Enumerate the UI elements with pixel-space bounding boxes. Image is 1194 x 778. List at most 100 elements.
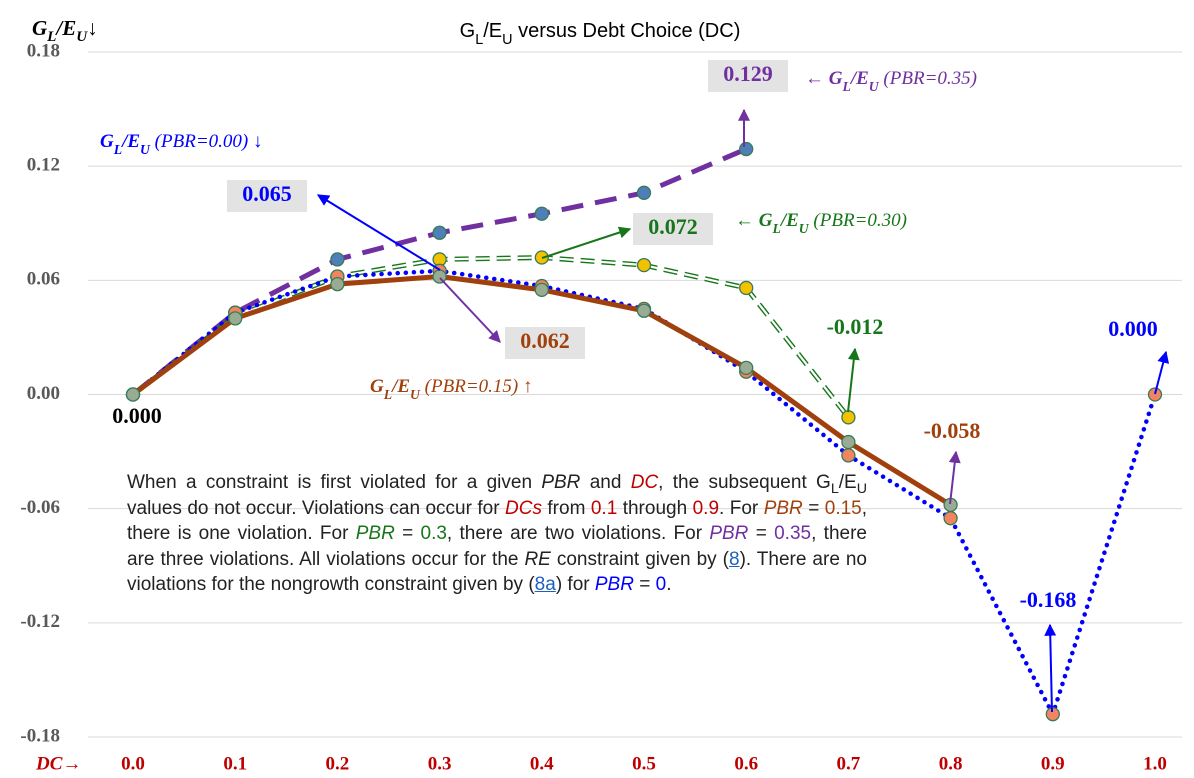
annotation: -0.168 xyxy=(1020,587,1077,612)
annotation-arrow xyxy=(948,450,961,505)
note-text: , there are three violations. All violat… xyxy=(127,523,867,570)
data-point xyxy=(636,185,652,200)
note-text: . xyxy=(666,574,672,595)
annotation: 0.062 xyxy=(520,328,570,353)
x-tick-label: 0.0 xyxy=(121,753,145,774)
data-point xyxy=(1147,387,1163,402)
note-text: = xyxy=(633,574,656,595)
x-tick-label: 0.5 xyxy=(632,753,656,774)
x-tick-label: 0.1 xyxy=(223,753,247,774)
annotation-box xyxy=(227,180,307,212)
annotation-arrow xyxy=(847,347,860,413)
note-text: PBR xyxy=(541,472,581,493)
y-tick-label: -0.06 xyxy=(20,497,60,518)
x-tick-label: 0.2 xyxy=(326,753,350,774)
y-tick-label: 0.18 xyxy=(27,40,60,61)
y-tick-label: 0.00 xyxy=(27,383,60,404)
note-text: = xyxy=(748,523,775,544)
series-label: ← GL/EU (PBR=0.30) xyxy=(735,210,907,235)
series-label: GL/EU (PBR=0.15) ↑ xyxy=(370,376,532,401)
note-text: 0 xyxy=(655,574,667,595)
x-tick-label: 0.8 xyxy=(939,753,963,774)
note-text: ) for xyxy=(555,574,595,595)
data-point xyxy=(943,511,958,526)
series-line-inner xyxy=(132,256,850,419)
data-point xyxy=(228,311,243,326)
series-label: ← GL/EU (PBR=0.35) xyxy=(805,68,977,93)
y-axis-label: GL/EU↓ xyxy=(32,16,98,46)
note-text: RE xyxy=(524,548,551,570)
annotation-box xyxy=(633,213,713,245)
data-point xyxy=(841,434,856,450)
annotation-arrow xyxy=(1154,350,1170,395)
annotation-arrow xyxy=(316,194,441,271)
data-point xyxy=(534,282,549,297)
note-text: . For xyxy=(719,497,764,519)
note-text: PBR xyxy=(355,523,395,544)
note-text: 0.35 xyxy=(774,523,812,544)
note-text: PBR xyxy=(709,523,749,544)
y-tick-label: 0.06 xyxy=(27,269,60,290)
note: When a constraint is first violated for … xyxy=(127,470,867,598)
data-point xyxy=(432,225,447,240)
x-tick-label: 0.9 xyxy=(1041,753,1065,774)
data-point xyxy=(534,250,549,265)
note-text: constraint given by ( xyxy=(550,548,729,570)
annotation-arrow xyxy=(541,226,632,259)
note-text: = xyxy=(394,523,421,544)
data-point xyxy=(841,448,856,463)
data-point xyxy=(125,387,141,402)
data-point xyxy=(330,276,345,292)
x-axis-label: DC→ xyxy=(35,753,81,774)
note-text: When a constraint is first violated for … xyxy=(127,472,542,493)
note-text: DC xyxy=(630,472,659,493)
note-text: and xyxy=(580,472,631,493)
note-text: through xyxy=(617,497,693,519)
note-text: from xyxy=(541,497,591,519)
x-tick-label: 0.7 xyxy=(837,753,861,774)
x-tick-label: 0.6 xyxy=(734,753,758,774)
data-point xyxy=(739,360,754,376)
note-text: ). There are no violations for the nongr… xyxy=(127,548,868,596)
note-text: 0.9 xyxy=(692,497,720,519)
note-text: values do not occur. Violations can occu… xyxy=(127,497,505,519)
annotation: 0.129 xyxy=(723,61,773,86)
note-text: 0.3 xyxy=(420,523,447,544)
note-text: 0.1 xyxy=(590,497,618,519)
data-point xyxy=(739,280,754,296)
x-tick-label: 0.3 xyxy=(428,753,452,774)
data-point xyxy=(330,252,345,267)
note-text: U xyxy=(856,480,867,497)
annotation-arrow xyxy=(439,277,501,343)
annotation: 0.000 xyxy=(112,403,162,428)
annotation-box xyxy=(708,60,788,92)
annotation: 0.065 xyxy=(242,181,292,206)
annotation: 0.000 xyxy=(1108,316,1158,341)
annotation: -0.058 xyxy=(924,418,981,443)
note-text: , the subsequent G xyxy=(658,472,831,493)
note-text: /E xyxy=(838,472,857,493)
annotation: 0.072 xyxy=(648,214,698,239)
note-text: , there is one violation. For xyxy=(127,497,868,545)
y-tick-label: 0.12 xyxy=(27,155,60,176)
series-label: GL/EU (PBR=0.00) ↓ xyxy=(100,131,262,156)
note-text: 0.15 xyxy=(824,497,862,519)
note-link[interactable]: 8 xyxy=(728,548,740,570)
note-text: DCs xyxy=(505,497,542,519)
data-point xyxy=(636,303,652,318)
note-text: = xyxy=(802,497,825,519)
x-tick-label: 0.4 xyxy=(530,753,554,774)
y-tick-label: -0.12 xyxy=(20,611,60,632)
data-point xyxy=(739,141,754,157)
x-tick-label: 1.0 xyxy=(1143,753,1167,774)
note-text: , there are two violations. For xyxy=(446,523,710,544)
annotation: -0.012 xyxy=(827,314,884,339)
data-point xyxy=(841,410,856,425)
note-link[interactable]: 8a xyxy=(534,574,556,595)
annotation-box xyxy=(505,327,585,359)
y-tick-label: -0.18 xyxy=(20,725,60,746)
note-text: L xyxy=(830,480,839,497)
note-text: PBR xyxy=(763,497,803,519)
